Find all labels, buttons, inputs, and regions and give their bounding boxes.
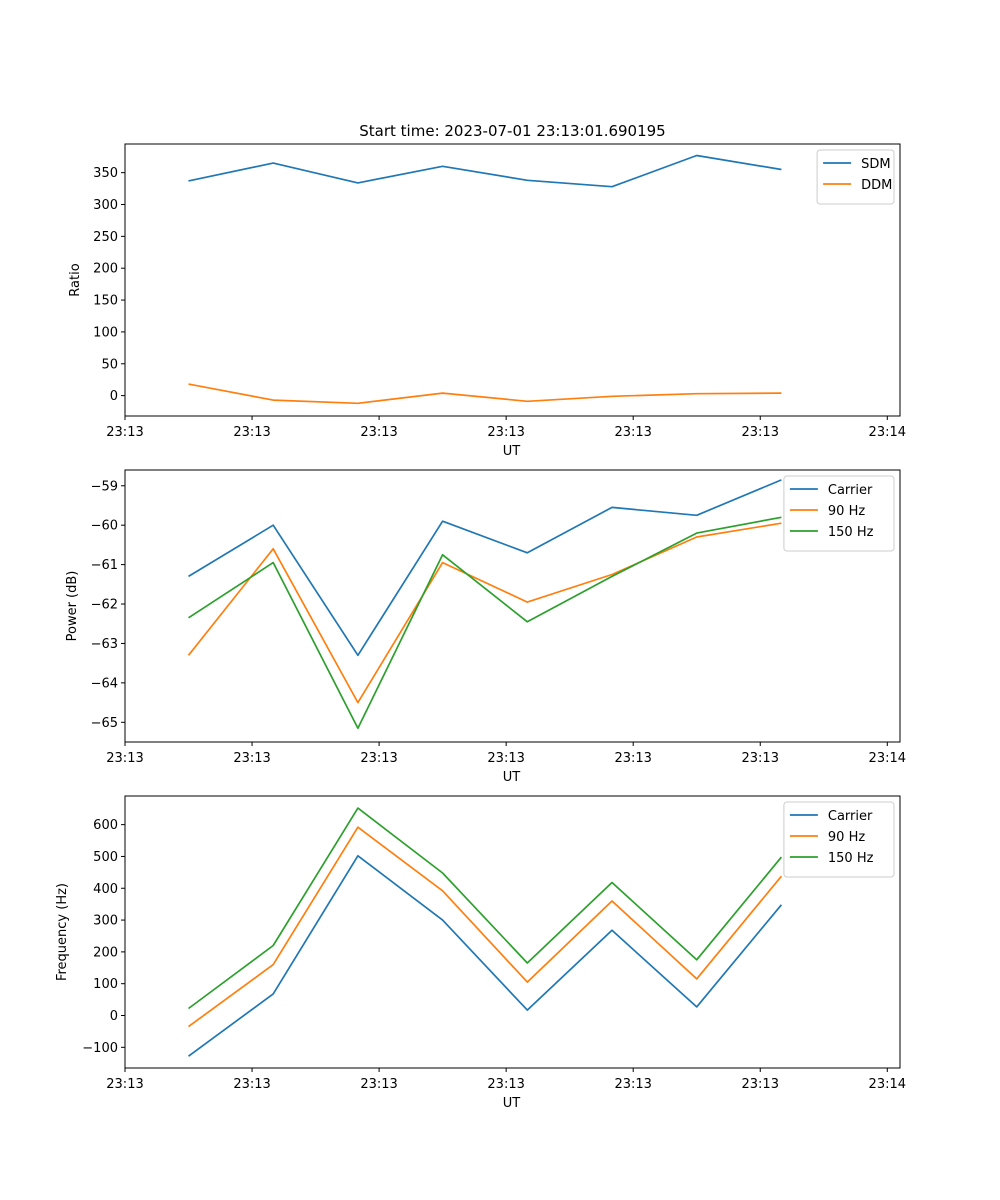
x-tick-label: 23:13 bbox=[487, 1077, 524, 1092]
x-tick-label: 23:13 bbox=[487, 751, 524, 766]
y-tick-label: 350 bbox=[93, 166, 118, 181]
series-line-carrier bbox=[188, 479, 782, 657]
x-axis-label: UT bbox=[503, 770, 521, 785]
legend: Carrier 90 Hz 150 Hz bbox=[783, 801, 895, 878]
legend-frame bbox=[783, 475, 895, 552]
y-tick-label: 0 bbox=[110, 1009, 118, 1024]
y-tick-label: 150 bbox=[93, 294, 118, 309]
chart-panel-2: 23:13 23:13 23:13 23:13 23:13 23:13 23:14 −65 −6… bbox=[65, 469, 906, 785]
x-axis-label: UT bbox=[503, 1096, 521, 1111]
charts-container: 23:13 23:13 23:13 23:13 23:13 23:13 23:14 0 50 10… bbox=[55, 143, 906, 1111]
y-tick-label: −62 bbox=[91, 598, 118, 613]
x-tick-label: 23:13 bbox=[742, 425, 779, 440]
x-tick-label: 23:13 bbox=[106, 751, 143, 766]
x-tick-label: 23:13 bbox=[614, 425, 651, 440]
legend: SDM DDM bbox=[816, 149, 895, 205]
legend-label: SDM bbox=[861, 157, 890, 172]
x-tick-label: 23:13 bbox=[360, 751, 397, 766]
series-line-ddm bbox=[188, 383, 782, 405]
x-tick-label: 23:13 bbox=[614, 1077, 651, 1092]
y-tick-label: −65 bbox=[91, 716, 118, 731]
y-tick-label: 100 bbox=[93, 977, 118, 992]
y-tick-label: −60 bbox=[91, 519, 118, 534]
x-tick-label: 23:13 bbox=[106, 425, 143, 440]
x-tick-label: 23:14 bbox=[869, 1077, 906, 1092]
y-tick-label: −61 bbox=[91, 558, 118, 573]
x-tick-label: 23:13 bbox=[233, 425, 270, 440]
legend: Carrier 90 Hz 150 Hz bbox=[783, 475, 895, 552]
x-tick-label: 23:14 bbox=[869, 425, 906, 440]
y-axis-label: Power (dB) bbox=[65, 571, 80, 642]
legend-label: Carrier bbox=[828, 483, 873, 498]
y-tick-label: 600 bbox=[93, 818, 118, 833]
axes-frame bbox=[124, 469, 901, 743]
x-tick-label: 23:13 bbox=[614, 751, 651, 766]
series-line-90-hz bbox=[187, 522, 782, 704]
chart-title: Start time: 2023-07-01 23:13:01.690195 bbox=[359, 122, 665, 140]
y-tick-label: 200 bbox=[93, 262, 118, 277]
x-tick-label: 23:13 bbox=[742, 1077, 779, 1092]
legend-label: 90 Hz bbox=[828, 504, 865, 519]
y-tick-label: 300 bbox=[93, 914, 118, 929]
x-tick-label: 23:13 bbox=[360, 1077, 397, 1092]
y-tick-label: 200 bbox=[93, 945, 118, 960]
x-axis-label: UT bbox=[503, 444, 521, 459]
chart-panel-3: 23:13 23:13 23:13 23:13 23:13 23:13 23:14 −100 0… bbox=[55, 795, 906, 1111]
series-line-90-hz bbox=[187, 826, 783, 1028]
legend-label: Carrier bbox=[828, 809, 873, 824]
y-tick-label: 400 bbox=[93, 882, 118, 897]
y-tick-label: 500 bbox=[93, 850, 118, 865]
y-tick-label: 100 bbox=[93, 325, 118, 340]
x-tick-label: 23:13 bbox=[487, 425, 524, 440]
y-axis-label: Ratio bbox=[68, 263, 83, 296]
legend-label: 90 Hz bbox=[828, 830, 865, 845]
x-tick-label: 23:13 bbox=[233, 1077, 270, 1092]
legend-frame bbox=[783, 801, 895, 878]
y-tick-label: −59 bbox=[91, 479, 118, 494]
y-tick-label: 250 bbox=[93, 230, 118, 245]
legend-label: DDM bbox=[861, 178, 892, 193]
y-tick-label: −63 bbox=[91, 637, 118, 652]
x-tick-label: 23:13 bbox=[233, 751, 270, 766]
legend-label: 150 Hz bbox=[828, 851, 874, 866]
series-line-carrier bbox=[187, 854, 783, 1057]
chart-panel-1: 23:13 23:13 23:13 23:13 23:13 23:13 23:14 0 50 10… bbox=[68, 143, 906, 459]
x-tick-label: 23:13 bbox=[106, 1077, 143, 1092]
legend-label: 150 Hz bbox=[828, 525, 874, 540]
y-tick-label: 0 bbox=[110, 389, 118, 404]
x-tick-label: 23:13 bbox=[742, 751, 779, 766]
y-tick-label: 300 bbox=[93, 198, 118, 213]
series-line-sdm bbox=[188, 154, 782, 188]
series-line-150-hz bbox=[187, 807, 783, 1010]
y-tick-label: −100 bbox=[82, 1041, 118, 1056]
x-tick-label: 23:13 bbox=[360, 425, 397, 440]
y-tick-label: 50 bbox=[101, 357, 118, 372]
x-tick-label: 23:14 bbox=[869, 751, 906, 766]
y-tick-label: −64 bbox=[91, 676, 118, 691]
axes-frame bbox=[124, 143, 901, 417]
axes-frame bbox=[124, 795, 901, 1069]
series-line-150-hz bbox=[188, 516, 782, 730]
y-axis-label: Frequency (Hz) bbox=[55, 883, 70, 981]
